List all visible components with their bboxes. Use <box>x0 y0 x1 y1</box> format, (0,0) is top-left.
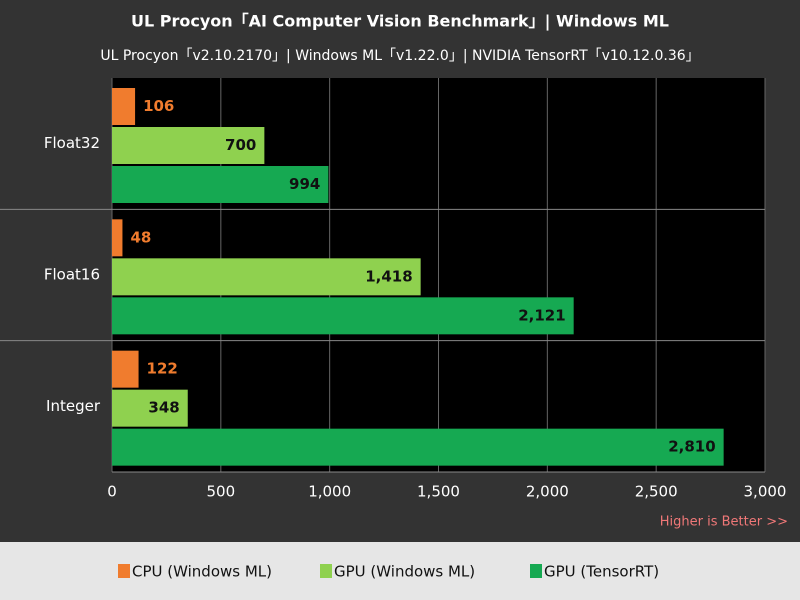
chart-subtitle: UL Procyon「v2.10.2170」| Windows ML「v1.22… <box>100 48 699 64</box>
bar <box>112 350 139 388</box>
data-label: 700 <box>225 136 256 154</box>
y-tick-label: Float16 <box>44 266 100 284</box>
bar <box>112 297 574 335</box>
bar <box>112 428 724 466</box>
bar <box>112 127 265 164</box>
x-tick-label: 2,500 <box>635 483 678 501</box>
x-tick-label: 500 <box>207 483 236 501</box>
annotation: Higher is Better >> <box>660 515 788 530</box>
data-label: 106 <box>143 97 174 115</box>
x-tick-label: 0 <box>107 483 117 501</box>
data-label: 2,121 <box>518 306 565 324</box>
legend-area <box>0 542 800 600</box>
legend-swatch <box>320 564 332 578</box>
bar <box>112 389 188 427</box>
data-label: 348 <box>148 399 179 417</box>
data-label: 994 <box>289 175 320 193</box>
x-tick-label: 1,000 <box>308 483 351 501</box>
chart-title: UL Procyon「AI Computer Vision Benchmark」… <box>131 12 669 32</box>
data-label: 48 <box>130 228 151 246</box>
data-label: 1,418 <box>365 267 412 285</box>
x-tick-label: 3,000 <box>744 483 787 501</box>
bar <box>112 258 421 296</box>
legend-label: CPU (Windows ML) <box>132 563 272 581</box>
bar <box>112 166 329 203</box>
bar <box>112 88 136 125</box>
y-tick-label: Float32 <box>44 134 100 152</box>
legend-swatch <box>118 564 130 578</box>
x-tick-label: 2,000 <box>526 483 569 501</box>
legend-label: GPU (TensorRT) <box>544 563 659 581</box>
data-label: 122 <box>147 360 178 378</box>
data-label: 2,810 <box>668 438 715 456</box>
legend-swatch <box>530 564 542 578</box>
y-tick-label: Integer <box>46 397 101 415</box>
bar <box>112 219 123 257</box>
x-tick-label: 1,500 <box>417 483 460 501</box>
legend-label: GPU (Windows ML) <box>334 563 475 581</box>
